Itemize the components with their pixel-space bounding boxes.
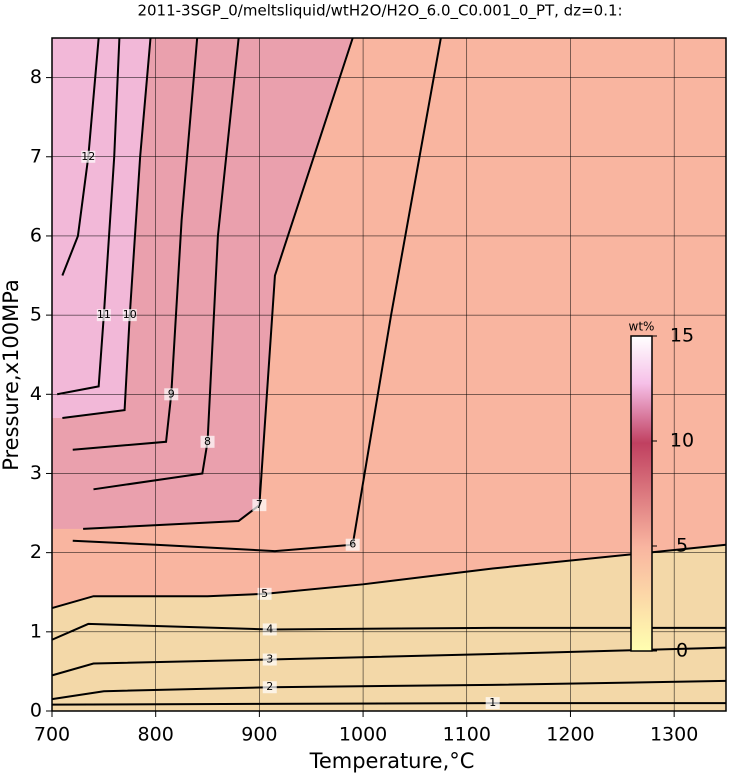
- contour-label-bg: [262, 681, 277, 694]
- x-tick-label: 1000: [339, 724, 387, 746]
- y-tick-label: 4: [30, 383, 42, 405]
- x-axis-label: Temperature,°C: [309, 749, 475, 773]
- colorbar-tick-label: 5: [676, 535, 688, 557]
- x-tick-label: 1100: [443, 724, 491, 746]
- y-axis-label: Pressure,x100MPa: [0, 279, 23, 471]
- contour-label: 9: [168, 387, 175, 400]
- x-tick-label: 900: [241, 724, 277, 746]
- colorbar-tick-label: 15: [670, 325, 694, 347]
- y-tick-label: 0: [30, 700, 42, 722]
- contour-label: 5: [261, 587, 268, 600]
- y-tick-label: 7: [30, 145, 42, 167]
- y-tick-label: 2: [30, 541, 42, 563]
- y-tick-label: 6: [30, 224, 42, 246]
- y-tick-label: 3: [30, 462, 42, 484]
- y-tick-label: 8: [30, 66, 42, 88]
- y-tick-label: 5: [30, 304, 42, 326]
- x-tick-label: 700: [34, 724, 70, 746]
- x-tick-label: 1300: [650, 724, 698, 746]
- contour-label-bg: [262, 623, 277, 636]
- highest-band: [52, 38, 151, 419]
- colorbar: [630, 335, 653, 652]
- colorbar-tick-label: 10: [670, 430, 694, 452]
- colorbar-label: wt%: [629, 320, 655, 334]
- x-tick-label: 1200: [546, 724, 594, 746]
- contour-label: 12: [81, 150, 95, 163]
- contour-label: 8: [204, 435, 211, 448]
- contour-label-bg: [200, 435, 215, 448]
- y-tick-label: 1: [30, 620, 42, 642]
- contour-label: 3: [266, 653, 273, 666]
- contour-label-bg: [485, 697, 500, 710]
- x-tick-label: 800: [138, 724, 174, 746]
- chart-title: 2011-3SGP_0/meltsliquid/wtH2O/H2O_6.0_C0…: [137, 2, 622, 21]
- contour-label-bg: [262, 653, 277, 666]
- contour-label: 11: [97, 308, 111, 321]
- contour-label: 2: [266, 680, 273, 693]
- contour-label: 1: [489, 696, 496, 709]
- contour-label: 6: [349, 538, 356, 551]
- contour-label: 10: [123, 308, 137, 321]
- plot-frame: [51, 37, 727, 712]
- contour-line: [72, 37, 442, 553]
- contour-label-bg: [257, 587, 272, 600]
- contour-label-bg: [345, 538, 360, 551]
- contour-label: 4: [266, 622, 273, 635]
- contour-line: [61, 37, 100, 276]
- colorbar-tick-label: 0: [676, 640, 688, 662]
